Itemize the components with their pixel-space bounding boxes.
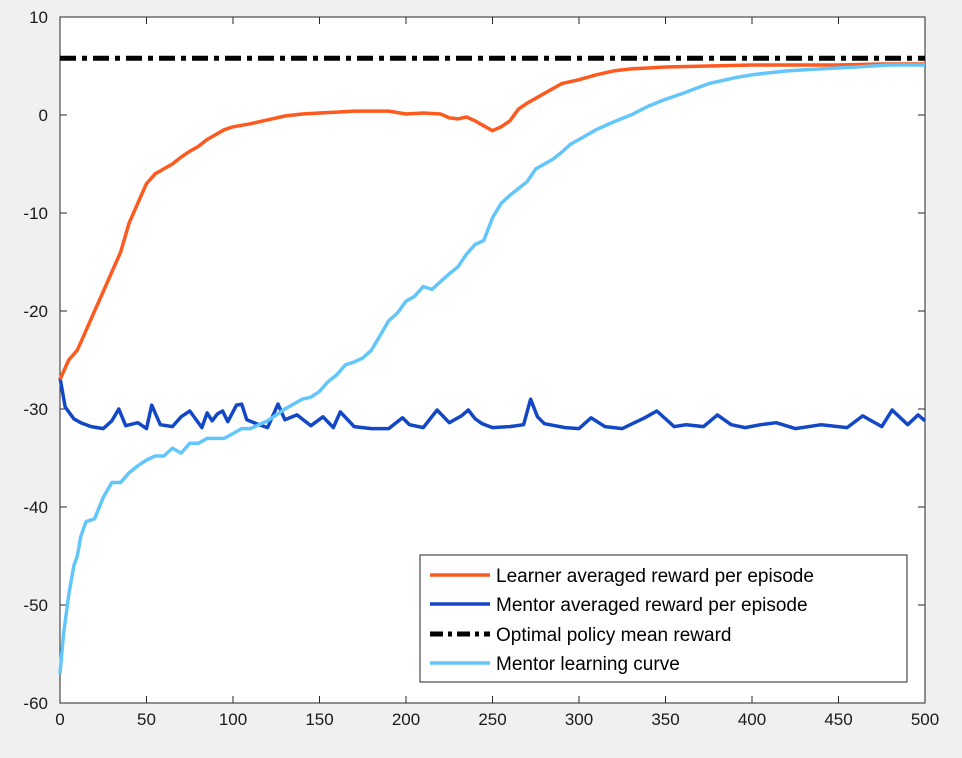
- series-lines: [58, 55, 927, 674]
- y-tick-label: -40: [23, 498, 48, 517]
- x-tick-label: 350: [651, 710, 679, 729]
- legend-label: Optimal policy mean reward: [496, 625, 731, 646]
- x-tick-label: 300: [565, 710, 593, 729]
- x-tick-label: 100: [219, 710, 247, 729]
- y-tick-label: -60: [23, 694, 48, 713]
- series-line-4: [58, 63, 925, 674]
- x-tick-label: 500: [911, 710, 939, 729]
- y-tick-label: -50: [23, 596, 48, 615]
- y-tick-label: 0: [39, 106, 48, 125]
- x-tick-label: 150: [305, 710, 333, 729]
- legend-box: [419, 554, 908, 683]
- x-tick-label: 0: [55, 710, 64, 729]
- legend-label: Learner averaged reward per episode: [496, 566, 814, 587]
- y-tick-label: -10: [23, 204, 48, 223]
- legend-label: Mentor learning curve: [496, 654, 680, 675]
- x-tick-label: 200: [392, 710, 420, 729]
- x-tick-label: 50: [137, 710, 156, 729]
- x-tick-label: 400: [738, 710, 766, 729]
- series-line-1: [58, 62, 925, 381]
- x-tick-label: 250: [478, 710, 506, 729]
- y-tick-label: -20: [23, 302, 48, 321]
- axis-ticks: 0 50 100 150 200 250 300 350 400 450 500-60-50-40-…: [23, 8, 939, 729]
- legend: Learner averaged reward per episode Mento…: [419, 554, 908, 683]
- y-tick-label: 10: [29, 8, 48, 27]
- x-tick-label: 450: [824, 710, 852, 729]
- y-tick-label: -30: [23, 400, 48, 419]
- legend-label: Mentor averaged reward per episode: [496, 595, 808, 616]
- series-line-2: [58, 377, 927, 431]
